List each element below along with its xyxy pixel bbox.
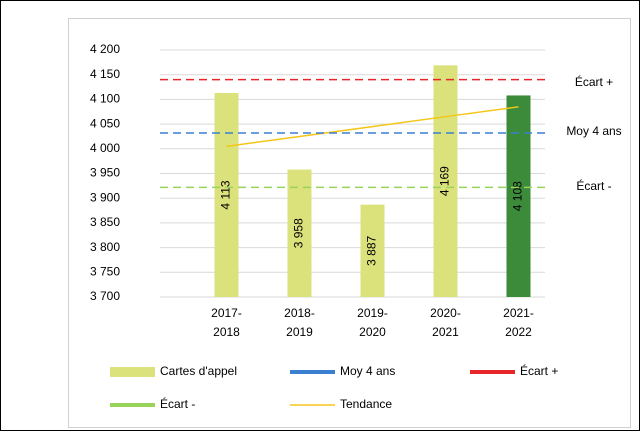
x-tick-label: 2020-: [430, 306, 461, 320]
x-tick-label: 2022: [505, 325, 532, 339]
x-tick-label: 2017-: [211, 306, 242, 320]
y-tick-label: 3 850: [90, 215, 120, 229]
x-tick-label: 2021-: [503, 306, 534, 320]
x-tick-label: 2019-: [357, 306, 388, 320]
bar: [360, 204, 385, 297]
y-tick-label: 4 050: [90, 116, 120, 130]
reference-label: Moy 4 ans: [566, 124, 621, 138]
y-tick-label: 4 150: [90, 67, 120, 81]
bar: [214, 92, 239, 297]
legend-label: Cartes d'appel: [160, 364, 237, 378]
value-label: 3 958: [292, 218, 306, 248]
value-label: 4 108: [511, 181, 525, 211]
legend-label: Moy 4 ans: [340, 364, 395, 378]
x-tick-label: 2020: [359, 325, 386, 339]
y-tick-label: 4 200: [90, 42, 120, 56]
y-tick-label: 4 100: [90, 92, 120, 106]
y-tick-label: 3 950: [90, 166, 120, 180]
reference-label: Écart -: [576, 178, 611, 193]
bar: [433, 65, 458, 298]
x-tick-label: 2019: [286, 325, 313, 339]
legend-label: Tendance: [340, 397, 392, 411]
y-tick-label: 4 000: [90, 141, 120, 155]
reference-label: Écart +: [575, 74, 613, 89]
bar: [287, 169, 312, 297]
legend-label: Écart -: [160, 396, 195, 411]
legend-swatch: [110, 367, 155, 377]
value-label: 4 169: [438, 166, 452, 196]
x-tick-label: 2021: [432, 325, 459, 339]
trend-line: [226, 106, 519, 148]
y-tick-label: 3 700: [90, 289, 120, 303]
y-tick-label: 3 750: [90, 264, 120, 278]
x-tick-label: 2018-: [284, 306, 315, 320]
x-tick-label: 2018: [213, 325, 240, 339]
bar: [506, 95, 531, 297]
y-tick-label: 3 800: [90, 240, 120, 254]
legend-label: Écart +: [520, 363, 558, 378]
value-label: 4 113: [219, 180, 233, 209]
y-tick-label: 3 900: [90, 190, 120, 204]
value-label: 3 887: [365, 235, 379, 265]
